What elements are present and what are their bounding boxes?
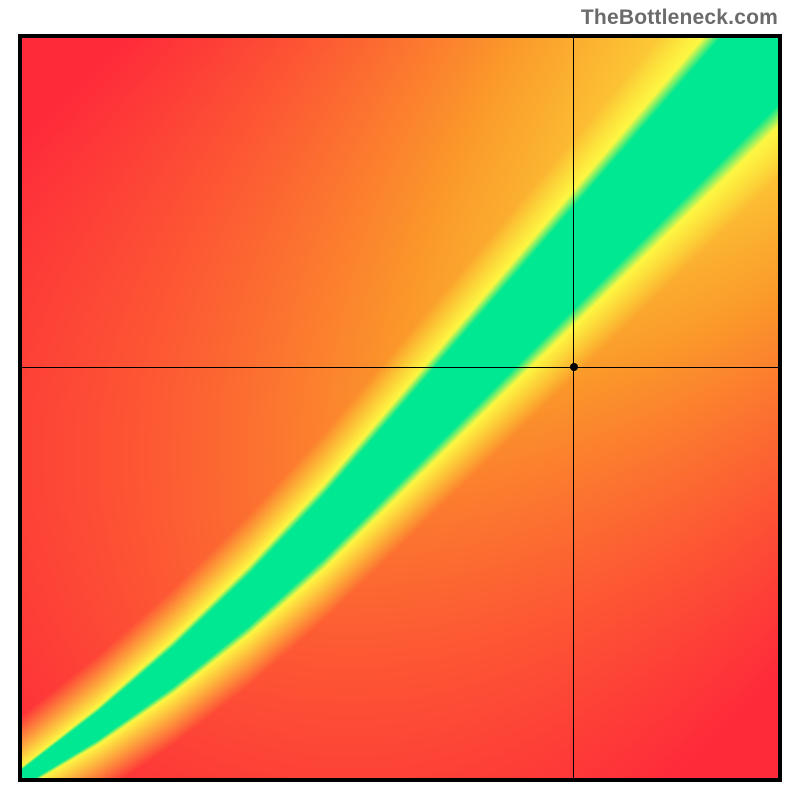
crosshair-horizontal (22, 367, 778, 368)
plot-area (22, 38, 778, 778)
watermark-text: TheBottleneck.com (581, 6, 778, 30)
crosshair-vertical (573, 38, 574, 778)
crosshair-dot (570, 363, 578, 371)
plot-frame (18, 34, 782, 782)
bottleneck-heatmap (22, 38, 778, 778)
